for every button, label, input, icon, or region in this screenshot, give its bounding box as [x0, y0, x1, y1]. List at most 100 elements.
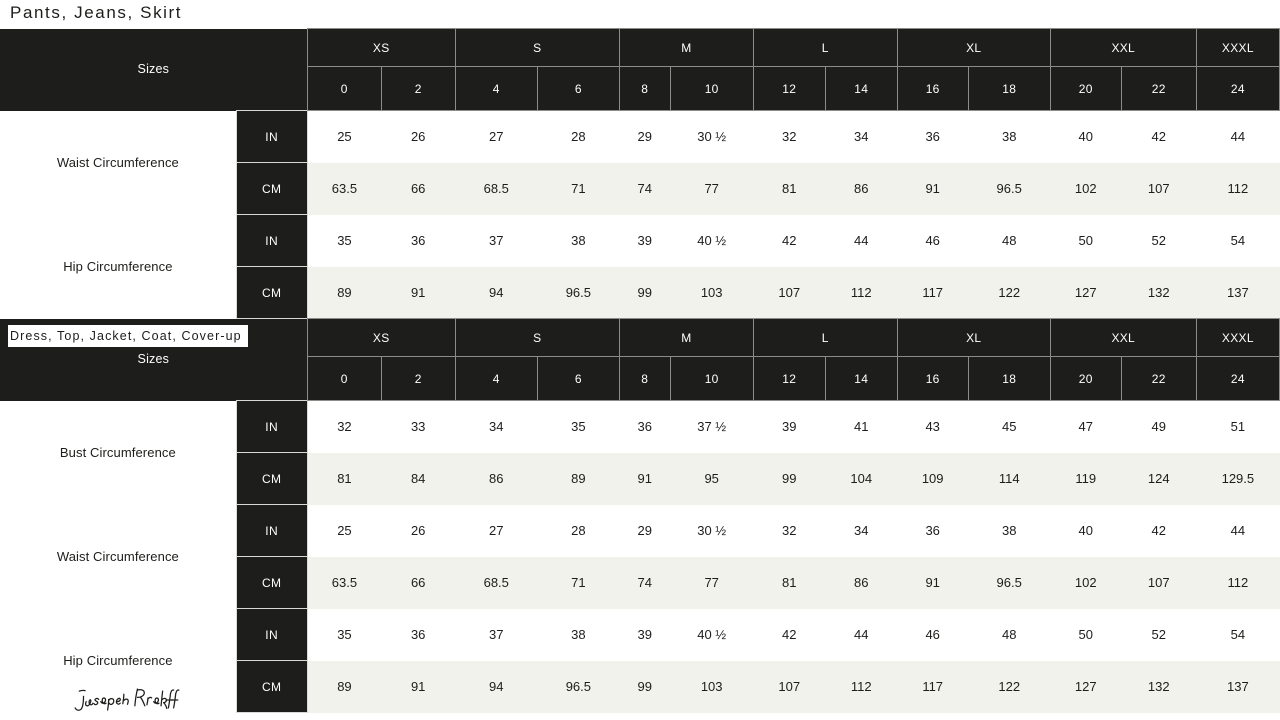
measurement-value-cell: 44: [825, 608, 898, 661]
measurement-value-cell: 114: [968, 452, 1051, 505]
numeric-size-header-16: 16: [896, 356, 969, 401]
measurement-value-cell: 39: [619, 214, 671, 267]
measurement-value-cell: 66: [381, 162, 456, 215]
measurement-value-cell: 36: [897, 504, 969, 557]
measurement-value-cell: 86: [825, 162, 898, 215]
measurement-value-cell: 43: [897, 400, 969, 453]
measurement-value-cell: 42: [1121, 504, 1197, 557]
unit-cell-cm: CM: [235, 556, 308, 609]
unit-cell-in: IN: [235, 400, 308, 453]
numeric-size-header-6: 6: [536, 66, 620, 111]
measurement-value-cell: 28: [537, 504, 620, 557]
measurement-value-cell: 91: [897, 162, 969, 215]
measurement-value-cell: 47: [1050, 400, 1122, 453]
numeric-size-header-row: 0 2 4 6 8 10 12 14 16 18 20 22 24: [0, 356, 1280, 401]
unit-cell-in: IN: [235, 608, 308, 661]
size-group-header-l: L: [752, 28, 898, 67]
unit-cell-cm: CM: [235, 266, 308, 319]
measurement-value-cell: 35: [307, 214, 382, 267]
numeric-size-header-24: 24: [1195, 356, 1280, 401]
measurement-value-cell: 122: [968, 266, 1051, 319]
numeric-size-header-20: 20: [1049, 66, 1122, 111]
measurement-value-cell: 107: [753, 660, 826, 713]
measurement-value-cell: 46: [897, 214, 969, 267]
numeric-size-header-22: 22: [1120, 356, 1197, 401]
measurement-value-cell: 104: [825, 452, 898, 505]
measurement-value-cell: 117: [897, 660, 969, 713]
measurement-value-cell: 71: [537, 556, 620, 609]
measurement-value-cell: 91: [381, 660, 456, 713]
measurement-value-cell: 48: [968, 214, 1051, 267]
measurement-value-cell: 66: [381, 556, 456, 609]
measurement-value-cell: 74: [619, 162, 671, 215]
measurement-value-cell: 107: [753, 266, 826, 319]
numeric-size-header-4: 4: [454, 356, 538, 401]
measurement-value-cell: 37: [455, 608, 538, 661]
measurement-value-cell: 94: [455, 266, 538, 319]
measurement-label: Waist Circumference: [0, 504, 237, 609]
measurement-label: Waist Circumference: [0, 110, 237, 215]
measurement-value-cell: 96.5: [537, 266, 620, 319]
measurement-row: CM 89 91 94 96.5 99 103 107 112 117 122 127 132 137: [0, 266, 1280, 319]
measurement-value-cell: 40: [1050, 504, 1122, 557]
measurement-value-cell: 95: [670, 452, 754, 505]
measurement-value-cell: 52: [1121, 608, 1197, 661]
measurement-value-cell: 39: [619, 608, 671, 661]
measurement-label: Hip Circumference: [0, 214, 237, 319]
size-group-header-l: L: [752, 318, 898, 357]
measurement-value-cell: 99: [619, 660, 671, 713]
numeric-size-header-24: 24: [1195, 66, 1280, 111]
measurement-value-cell: 112: [1196, 556, 1280, 609]
numeric-size-header-4: 4: [454, 66, 538, 111]
unit-cell-cm: CM: [235, 660, 308, 713]
measurement-value-cell: 81: [753, 162, 826, 215]
measurement-value-cell: 34: [825, 504, 898, 557]
measurement-value-cell: 26: [381, 110, 456, 163]
size-group-header-row: Sizes XS S M L XL XXL XXXL: [0, 28, 1280, 111]
numeric-size-header-20: 20: [1049, 356, 1122, 401]
measurement-value-cell: 32: [307, 400, 382, 453]
size-group-header-xl: XL: [896, 318, 1051, 357]
numeric-size-header-10: 10: [669, 356, 754, 401]
measurement-value-cell: 86: [825, 556, 898, 609]
measurement-value-cell: 107: [1121, 162, 1197, 215]
measurement-value-cell: 96.5: [968, 556, 1051, 609]
size-group-header-m: M: [618, 318, 754, 357]
numeric-size-header-6: 6: [536, 356, 620, 401]
measurement-value-cell: 112: [825, 660, 898, 713]
measurement-value-cell: 127: [1050, 660, 1122, 713]
unit-cell-in: IN: [235, 110, 308, 163]
measurement-value-cell: 37: [455, 214, 538, 267]
measurement-value-cell: 36: [381, 214, 456, 267]
measurement-value-cell: 54: [1196, 214, 1280, 267]
unit-cell-in: IN: [235, 214, 308, 267]
chart-title-pants: Pants, Jeans, Skirt: [8, 2, 189, 24]
measurement-label: Hip Circumference: [0, 608, 237, 713]
measurement-value-cell: 127: [1050, 266, 1122, 319]
measurement-value-cell: 89: [307, 660, 382, 713]
measurement-value-cell: 99: [753, 452, 826, 505]
measurement-value-cell: 48: [968, 608, 1051, 661]
measurement-value-cell: 50: [1050, 214, 1122, 267]
measurement-value-cell: 36: [897, 110, 969, 163]
measurement-value-cell: 102: [1050, 556, 1122, 609]
size-group-header-xs: XS: [306, 28, 456, 67]
measurement-row: Hip Circumference IN 35 36 37 38 39 40 ½ 42 44 46 4…: [0, 608, 1280, 713]
measurement-value-cell: 25: [307, 504, 382, 557]
measurement-value-cell: 39: [753, 400, 826, 453]
measurement-value-cell: 124: [1121, 452, 1197, 505]
measurement-value-cell: 34: [455, 400, 538, 453]
measurement-value-cell: 132: [1121, 660, 1197, 713]
numeric-size-header-14: 14: [824, 66, 898, 111]
measurement-value-cell: 71: [537, 162, 620, 215]
measurement-value-cell: 52: [1121, 214, 1197, 267]
measurement-value-cell: 27: [455, 504, 538, 557]
numeric-size-header-0: 0: [306, 66, 382, 111]
chart-title-dress: Dress, Top, Jacket, Coat, Cover-up: [8, 325, 248, 347]
measurement-value-cell: 41: [825, 400, 898, 453]
measurement-value-cell: 68.5: [455, 162, 538, 215]
numeric-size-header-18: 18: [967, 66, 1051, 111]
sizes-header-label: Sizes: [0, 28, 308, 111]
measurement-value-cell: 30 ½: [670, 504, 754, 557]
